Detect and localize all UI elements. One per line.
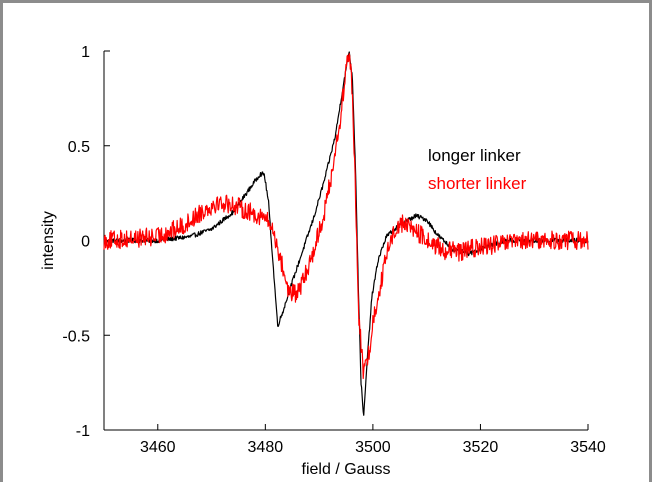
x-tick-label: 3500 xyxy=(355,439,391,456)
y-tick-label: -1 xyxy=(76,423,90,440)
frame-border-right xyxy=(649,0,652,482)
x-tick-label: 3520 xyxy=(463,439,499,456)
legend-entry-shorter-linker: shorter linker xyxy=(428,174,527,193)
series-line-longer-linker xyxy=(103,51,589,416)
x-axis-ticks: 3460 3480 3500 3520 3540 xyxy=(140,424,606,456)
y-axis-ticks: -1 -0.5 0 0.5 1 xyxy=(62,44,110,440)
frame-border-top xyxy=(0,0,652,3)
y-tick-label: -0.5 xyxy=(62,328,90,345)
series-layer xyxy=(103,51,589,416)
y-tick-label: 0.5 xyxy=(68,139,90,156)
plot-area: 3460 3480 3500 3520 3540 -1 -0.5 0 0.5 1 xyxy=(62,44,605,456)
y-tick-label: 0 xyxy=(81,234,90,251)
y-tick-label: 1 xyxy=(81,44,90,61)
frame-border-left xyxy=(0,0,3,482)
legend-entry-longer-linker: longer linker xyxy=(428,146,521,165)
x-axis-title: field / Gauss xyxy=(302,461,391,478)
legend: longer linker shorter linker xyxy=(428,146,527,193)
x-tick-label: 3540 xyxy=(570,439,606,456)
y-axis-title: intensity xyxy=(40,211,57,270)
series-line-shorter-linker xyxy=(103,53,589,380)
x-tick-label: 3480 xyxy=(248,439,284,456)
x-tick-label: 3460 xyxy=(140,439,176,456)
